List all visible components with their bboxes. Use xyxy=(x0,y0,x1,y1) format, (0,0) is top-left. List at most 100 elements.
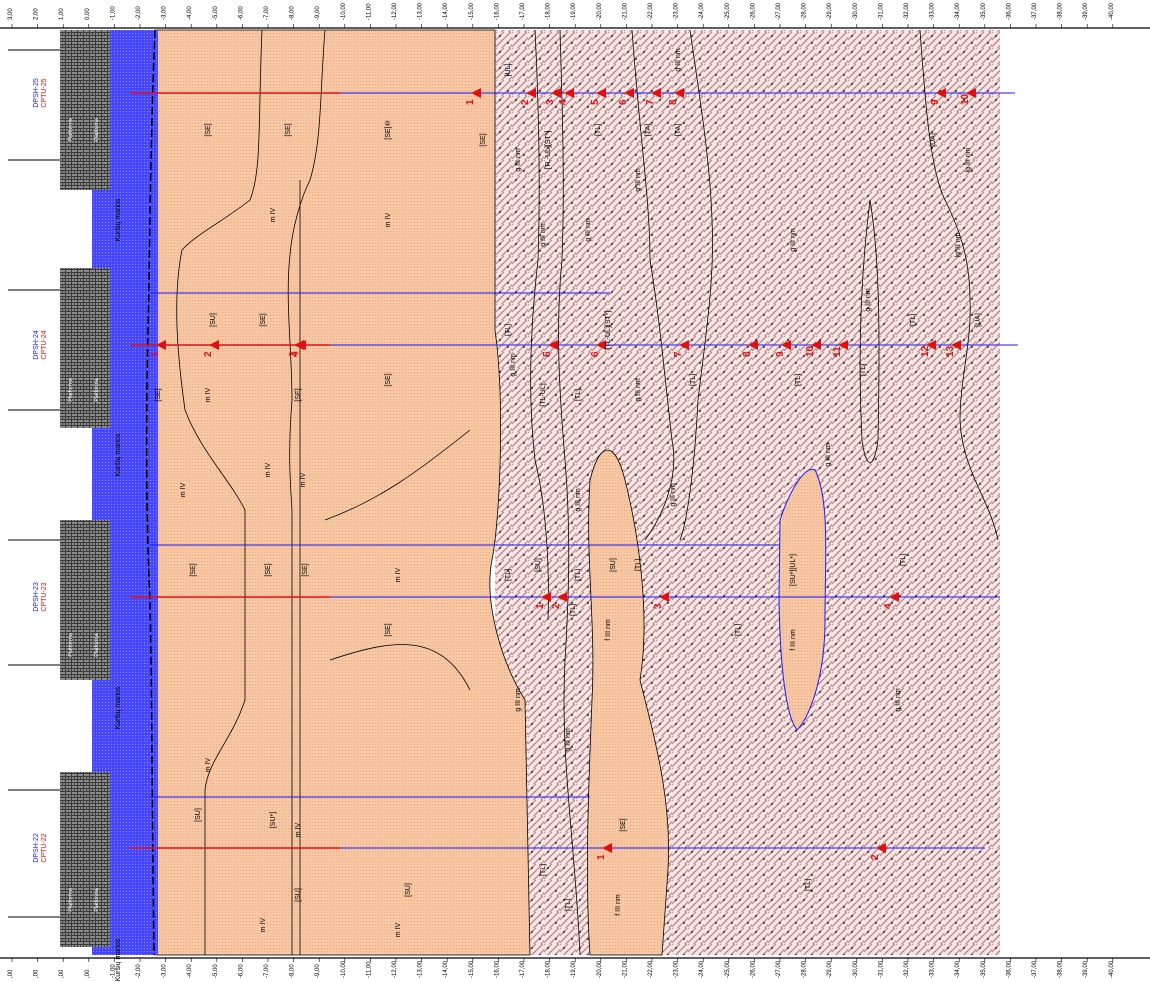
soil-code-label: [TL] xyxy=(860,364,867,376)
sample-marker xyxy=(209,340,219,350)
scale-tick-bottom: -16,00 xyxy=(494,960,500,978)
geo-unit-label: g III nm xyxy=(670,483,677,507)
soil-code-label: [UL] xyxy=(505,64,512,77)
scale-tick-bottom: -12,00 xyxy=(392,960,398,978)
scale-tick-top: -4,00 xyxy=(187,6,193,20)
water-body-label: Kuršių marios xyxy=(115,938,122,981)
sample-marker xyxy=(651,88,661,98)
soil-code-label: [TL] xyxy=(900,554,907,566)
scale-tick-bottom: -25,00 xyxy=(725,960,731,978)
scale-tick-bottom: -3,00 xyxy=(162,964,168,978)
scale-tick-top: -8,00 xyxy=(290,6,296,20)
scale-tick-bottom: -1,00 xyxy=(110,964,116,978)
scale-tick-top: -2,00 xyxy=(136,6,142,20)
scale-tick-bottom: -29,00 xyxy=(827,960,833,978)
geo-unit-label: g III nm xyxy=(635,378,642,402)
scale-tick-top: -40,00 xyxy=(1109,2,1115,20)
scale-tick-bottom: -8,00 xyxy=(290,964,296,978)
scale-tick-top: -27,00 xyxy=(776,2,782,20)
scale-tick-bottom: -40,00 xyxy=(1109,960,1115,978)
sample-marker xyxy=(526,88,536,98)
scale-tick-top: -25,00 xyxy=(725,2,731,20)
soil-code-label: [SU] xyxy=(195,808,202,822)
scale-tick-top: -26,00 xyxy=(750,2,756,20)
scale-tick-top: -33,00 xyxy=(930,2,936,20)
borehole-dpsh-label: DPSH-23 xyxy=(33,582,40,612)
geo-unit-label: g III nm xyxy=(675,48,682,72)
scale-tick-bottom: -22,00 xyxy=(648,960,654,978)
scale-tick-top: -10,00 xyxy=(341,2,347,20)
geo-unit-label: lg III nm xyxy=(955,232,962,257)
scale-tick-top: -12,00 xyxy=(392,2,398,20)
scale-tick-top: -17,00 xyxy=(520,2,526,20)
scale-tick-bottom: -7,00 xyxy=(264,964,270,978)
borehole-cptu-label: CPTU-23 xyxy=(41,582,48,611)
scale-tick-top: -9,00 xyxy=(315,6,321,20)
scale-tick-top: -18,00 xyxy=(546,2,552,20)
top-depth-scale: 3,00 2,00 1,00 0,00 -1,00 -2,00 -3,00 -4,00 -5,0… xyxy=(8,2,1115,28)
sample-number: 5 xyxy=(542,351,553,357)
soil-code-label: [SE] xyxy=(265,563,272,576)
scale-tick-bottom: -4,00 xyxy=(187,964,193,978)
scale-tick-bottom: -21,00 xyxy=(622,960,628,978)
geo-unit-label: m IV xyxy=(300,472,307,487)
sample-marker xyxy=(471,88,481,98)
scale-tick-top: -35,00 xyxy=(981,2,987,20)
scale-tick-top: 0,00 xyxy=(85,8,91,20)
scale-tick-top: -30,00 xyxy=(853,2,859,20)
geo-unit-label: m IV xyxy=(205,387,212,402)
soil-code-label: [TL] xyxy=(505,324,512,336)
glacial-clay-layer xyxy=(495,30,1000,955)
geo-unit-label: m IV xyxy=(180,482,187,497)
scale-tick-top: -21,00 xyxy=(622,2,628,20)
water-body-label: Kuršių marios xyxy=(115,433,122,476)
sample-number: 9 xyxy=(775,351,786,357)
platforms xyxy=(60,30,110,947)
scale-tick-top: -29,00 xyxy=(827,2,833,20)
scale-tick-bottom: ,00 xyxy=(85,969,91,978)
geo-unit-label: g III nm xyxy=(790,228,797,252)
sample-number: 7 xyxy=(645,99,656,105)
scale-tick-bottom: -26,00 xyxy=(750,960,756,978)
soil-code-label: [TL] xyxy=(635,559,642,571)
borehole-cptu-label: CPTU-25 xyxy=(41,78,48,107)
scale-tick-top: 3,00 xyxy=(8,8,14,20)
sample-marker xyxy=(876,843,886,853)
soil-code-label: [SU] xyxy=(295,888,302,902)
platform-label: Platforma xyxy=(68,887,74,911)
geo-unit-label: g III nm xyxy=(510,353,517,377)
sample-marker xyxy=(951,340,961,350)
platform-label: Platforma xyxy=(68,117,74,141)
soil-code-label: [SE] xyxy=(285,123,292,136)
soil-code-label: [TL-UL][ST*] xyxy=(605,311,612,350)
platform-label: Platforma xyxy=(94,117,100,141)
soil-code-label: [SE] xyxy=(155,388,162,401)
sample-marker xyxy=(296,340,306,350)
soil-code-label: [SE] xyxy=(205,123,212,136)
geo-unit-label: g III nm xyxy=(895,688,902,712)
scale-tick-bottom: -27,00 xyxy=(776,960,782,978)
soil-code-label: [TA] xyxy=(675,124,682,136)
marine-sand-layer xyxy=(154,29,531,956)
scale-tick-top: -20,00 xyxy=(597,2,603,20)
sample-number: 2 xyxy=(520,99,531,105)
geo-unit-label: g III nm xyxy=(540,223,547,247)
sample-marker xyxy=(624,88,634,98)
soil-code-label: [TL] xyxy=(575,389,582,401)
geo-unit-label: m IV xyxy=(295,822,302,837)
soil-code-label: [SE] xyxy=(385,373,392,386)
soil-code-label: [SE] xyxy=(385,623,392,636)
sample-number: 1 xyxy=(150,351,161,357)
geo-unit-label: g III nm xyxy=(825,443,832,467)
soil-code-label: [TL] xyxy=(570,604,577,616)
bottom-depth-scale: ,00 ,00 ,00 ,00 -1,00 -2,00 -3,00 -4,00 -5,00 -6,… xyxy=(8,958,1115,978)
scale-tick-top: -5,00 xyxy=(213,6,219,20)
scale-tick-top: -23,00 xyxy=(674,2,680,20)
scale-tick-top: -39,00 xyxy=(1083,2,1089,20)
soil-code-label: [TL-UL] xyxy=(540,383,547,406)
soil-code-label: [SE] xyxy=(620,818,627,831)
soil-code-label: [TL] xyxy=(735,624,742,636)
scale-tick-top: -6,00 xyxy=(238,6,244,20)
scale-tick-top: -16,00 xyxy=(494,2,500,20)
platform-label: Platforma xyxy=(94,632,100,656)
